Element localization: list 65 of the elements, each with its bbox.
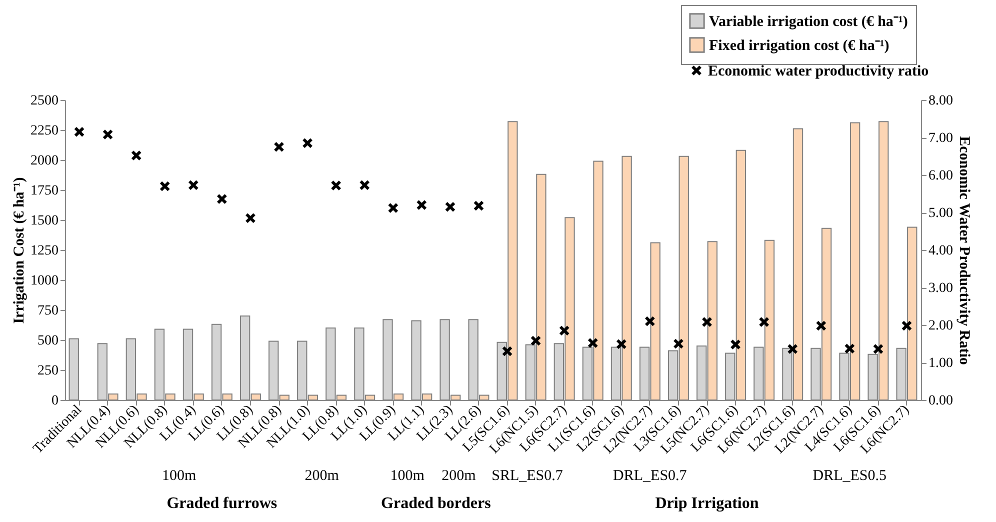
point bbox=[587, 338, 598, 348]
point bbox=[274, 142, 284, 152]
point bbox=[245, 212, 256, 224]
point bbox=[530, 335, 542, 346]
point bbox=[502, 346, 513, 357]
point bbox=[901, 320, 912, 332]
text: Graded borders bbox=[381, 495, 491, 513]
point bbox=[444, 202, 456, 212]
text: Drip Irrigation bbox=[655, 495, 759, 513]
y-axis-title: Irrigation Cost (€ ha⁻¹) bbox=[12, 177, 28, 324]
y-tick-label: 1500 bbox=[30, 214, 58, 228]
y-tick-label: 2500 bbox=[30, 94, 58, 108]
point bbox=[558, 325, 570, 336]
text: 200m bbox=[304, 468, 339, 485]
legend-label: Economic water productivity ratio bbox=[708, 64, 929, 80]
y-tick-label: 2250 bbox=[30, 124, 58, 138]
text: 100m bbox=[162, 468, 196, 485]
text: Graded furrows bbox=[166, 495, 278, 513]
y2-tick-label: 3.00 bbox=[928, 281, 953, 296]
y2-tick-label: 4.00 bbox=[928, 244, 953, 258]
y-tick-label: 1750 bbox=[30, 184, 58, 198]
y-tick-label: 250 bbox=[38, 364, 58, 378]
point bbox=[730, 339, 741, 350]
point bbox=[673, 338, 684, 350]
point bbox=[74, 126, 85, 138]
y-tick-label: 1250 bbox=[30, 244, 58, 258]
text: SRL_ES0.7 bbox=[492, 468, 563, 485]
point bbox=[758, 316, 770, 328]
text: 200m bbox=[442, 468, 476, 485]
point bbox=[216, 194, 228, 204]
y-tick-label: 1000 bbox=[30, 274, 58, 288]
y2-tick-label: 2.00 bbox=[928, 318, 953, 334]
y-tick-label: 0 bbox=[52, 394, 58, 408]
y2-axis-title: Economic Water Productivity Ratio bbox=[956, 136, 972, 365]
y-tick-label: 750 bbox=[38, 304, 58, 318]
point bbox=[388, 202, 399, 214]
point bbox=[702, 316, 712, 328]
point bbox=[188, 180, 199, 190]
point bbox=[872, 344, 884, 354]
text: 100m bbox=[390, 468, 424, 485]
point bbox=[473, 200, 484, 212]
y2-tick-label: 5.00 bbox=[928, 206, 953, 221]
y2-tick-label: 1.00 bbox=[928, 356, 953, 371]
legend-label: Fixed irrigation cost (€ ha⁻¹) bbox=[709, 38, 890, 54]
text: DRL_ES0.7 bbox=[613, 468, 687, 485]
y2-tick-label: 7.00 bbox=[928, 131, 953, 146]
point bbox=[102, 129, 114, 140]
point bbox=[130, 150, 142, 161]
y2-tick-label: 0.00 bbox=[928, 394, 953, 408]
y2-tick-label: 8.00 bbox=[928, 94, 953, 108]
point bbox=[302, 138, 313, 148]
point bbox=[787, 344, 798, 354]
legend-label: Variable irrigation cost (€ ha⁻¹) bbox=[709, 14, 908, 30]
text: DRL_ES0.5 bbox=[812, 468, 887, 485]
point bbox=[330, 180, 342, 191]
point bbox=[816, 320, 827, 332]
y-tick-label: 2000 bbox=[30, 154, 58, 168]
point bbox=[844, 343, 856, 354]
point bbox=[159, 180, 170, 192]
point bbox=[616, 338, 627, 350]
point bbox=[644, 316, 656, 327]
point bbox=[359, 180, 370, 190]
point bbox=[416, 200, 428, 210]
y-tick-label: 500 bbox=[38, 334, 58, 348]
y2-tick-label: 6.00 bbox=[928, 168, 953, 184]
